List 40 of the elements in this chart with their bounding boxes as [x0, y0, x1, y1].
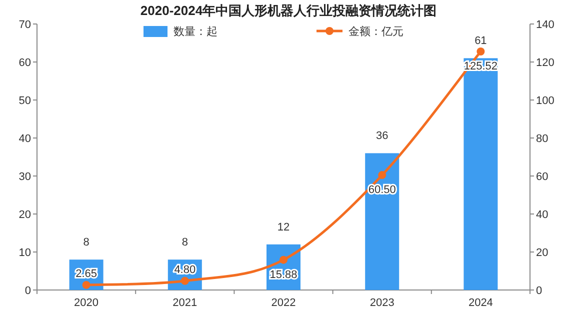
y-tick-label: 0 — [24, 285, 31, 297]
point — [180, 276, 189, 285]
data-label: 2.65 — [76, 268, 98, 280]
data-label: 60.50 — [368, 184, 396, 196]
point — [476, 48, 485, 56]
legend-label: 金额：亿元 — [348, 25, 404, 38]
x-tick-label: 2022 — [271, 297, 296, 309]
y2-tick-label: 40 — [536, 209, 548, 221]
y2-tick-label: 140 — [536, 19, 554, 31]
x-tick-label: 2024 — [468, 297, 493, 309]
x-tick-label: 2023 — [370, 297, 394, 309]
data-label: 15.88 — [270, 268, 298, 281]
data-label: 61 — [474, 35, 487, 48]
point — [82, 280, 90, 289]
data-label: 36 — [376, 130, 388, 142]
data-label: 12 — [277, 221, 290, 234]
bar — [464, 58, 498, 290]
point — [378, 171, 386, 180]
bar — [365, 153, 400, 290]
y2-tick-label: 100 — [536, 95, 554, 107]
y2-tick-label: 80 — [536, 133, 548, 145]
y2-tick-label: 120 — [536, 57, 554, 69]
x-tick-label: 2021 — [172, 297, 198, 309]
data-label: 4.80 — [174, 264, 196, 276]
y-tick-label: 20 — [18, 209, 31, 221]
y2-tick-label: 20 — [536, 247, 548, 259]
y-tick-label: 70 — [18, 19, 31, 31]
y-tick-label: 60 — [18, 57, 31, 69]
y-tick-label: 10 — [18, 247, 31, 259]
data-label: 8 — [83, 236, 90, 249]
legend-label: 数量：起 — [174, 26, 218, 38]
y-tick-label: 50 — [18, 95, 31, 107]
point — [280, 256, 288, 264]
x-tick-label: 2020 — [74, 297, 99, 309]
data-label: 8 — [182, 236, 188, 249]
y2-tick-label: 0 — [536, 285, 542, 297]
chart-title: 2020-2024年中国人形机器人行业投融资情况统计图 — [140, 3, 437, 18]
y2-tick-label: 60 — [536, 171, 548, 183]
y-tick-label: 30 — [18, 171, 31, 183]
y-tick-label: 40 — [18, 133, 31, 145]
